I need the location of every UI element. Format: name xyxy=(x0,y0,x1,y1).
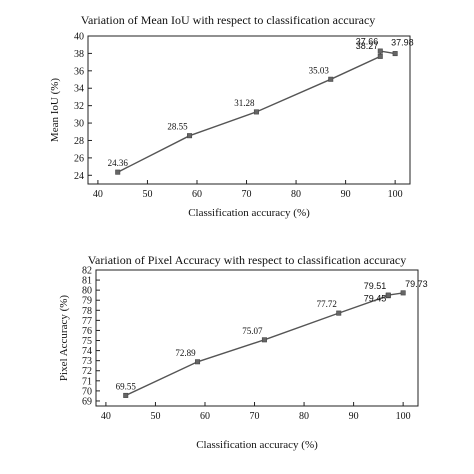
y-tick-label: 74 xyxy=(82,346,92,357)
x-tick-label: 60 xyxy=(192,189,202,200)
data-point xyxy=(115,169,121,175)
y-tick-label: 26 xyxy=(74,153,84,164)
x-axis: 40 50 60 70 80 90 100 xyxy=(93,180,403,200)
x-tick-label: 80 xyxy=(291,189,301,200)
data-point xyxy=(328,76,334,82)
y-tick-label: 75 xyxy=(82,336,92,347)
series-group: 69.55 72.89 75.07 77.72 79.45 79.51 79.73 xyxy=(116,279,428,398)
y-tick-label: 40 xyxy=(74,32,84,43)
data-point xyxy=(392,51,398,57)
y-tick-label: 69 xyxy=(82,396,92,407)
pixel-accuracy-chart: Variation of Pixel Accuracy with respect… xyxy=(58,253,428,451)
x-tick-label: 70 xyxy=(250,411,260,422)
plot-frame xyxy=(95,269,419,407)
y-tick-label: 82 xyxy=(82,266,92,277)
y-tick-label: 71 xyxy=(82,376,92,387)
data-point xyxy=(336,310,342,316)
chart-title: Variation of Pixel Accuracy with respect… xyxy=(88,253,407,267)
y-tick-label: 32 xyxy=(74,101,84,112)
data-point xyxy=(377,48,383,54)
x-axis-label: Classification accuracy (%) xyxy=(188,207,310,219)
data-label: 79.73 xyxy=(405,279,428,289)
data-point xyxy=(195,359,201,365)
y-tick-label: 36 xyxy=(74,66,84,77)
data-label: 28.55 xyxy=(167,122,188,132)
x-axis-label: Classification accuracy (%) xyxy=(196,439,318,451)
y-tick-label: 28 xyxy=(74,136,84,147)
series-line xyxy=(125,292,404,397)
y-tick-label: 24 xyxy=(74,171,84,182)
y-axis-label: Pixel Accuracy (%) xyxy=(58,295,70,381)
x-tick-label: 60 xyxy=(200,411,210,422)
y-tick-label: 80 xyxy=(82,286,92,297)
x-tick-label: 100 xyxy=(388,189,403,200)
x-tick-label: 70 xyxy=(242,189,252,200)
x-axis: 40 50 60 70 80 90 100 xyxy=(101,402,411,422)
x-tick-label: 50 xyxy=(142,189,152,200)
y-tick-label: 70 xyxy=(82,386,92,397)
data-point xyxy=(123,392,129,398)
data-point xyxy=(400,290,406,296)
x-tick-label: 40 xyxy=(101,411,111,422)
mean-iou-chart: Variation of Mean IoU with respect to cl… xyxy=(49,13,414,219)
y-tick-label: 76 xyxy=(82,326,92,337)
data-label: 37.98 xyxy=(391,38,414,48)
data-label: 77.72 xyxy=(317,299,337,309)
x-tick-label: 100 xyxy=(396,411,411,422)
data-label: 37.66 xyxy=(356,36,379,46)
data-label: 75.07 xyxy=(242,326,263,336)
y-tick-label: 34 xyxy=(74,84,84,95)
data-label: 35.03 xyxy=(309,65,330,75)
data-label: 79.45 xyxy=(364,294,387,304)
data-point xyxy=(261,337,267,343)
y-tick-label: 77 xyxy=(82,316,92,327)
y-tick-label: 73 xyxy=(82,356,92,367)
data-point xyxy=(187,133,193,139)
data-label: 79.51 xyxy=(364,281,387,291)
y-tick-label: 72 xyxy=(82,366,92,377)
x-tick-label: 80 xyxy=(299,411,309,422)
y-tick-label: 78 xyxy=(82,306,92,317)
x-tick-label: 90 xyxy=(349,411,359,422)
y-tick-label: 79 xyxy=(82,296,92,307)
y-tick-label: 81 xyxy=(82,276,92,287)
x-tick-label: 40 xyxy=(93,189,103,200)
data-label: 38.27 xyxy=(356,41,379,51)
y-tick-label: 30 xyxy=(74,119,84,130)
chart-title: Variation of Mean IoU with respect to cl… xyxy=(81,13,376,27)
y-axis: 24 26 28 30 32 34 36 38 40 xyxy=(74,32,92,182)
x-tick-label: 90 xyxy=(341,189,351,200)
data-label: 24.36 xyxy=(108,158,129,168)
data-label: 72.89 xyxy=(175,348,196,358)
y-axis-label: Mean IoU (%) xyxy=(49,78,61,142)
data-point xyxy=(253,109,259,115)
x-tick-label: 50 xyxy=(150,411,160,422)
plot-frame xyxy=(87,35,411,185)
data-point xyxy=(385,292,391,298)
data-label: 69.55 xyxy=(116,381,137,391)
data-label: 31.28 xyxy=(234,98,255,108)
y-tick-label: 38 xyxy=(74,49,84,60)
data-point xyxy=(377,53,383,59)
